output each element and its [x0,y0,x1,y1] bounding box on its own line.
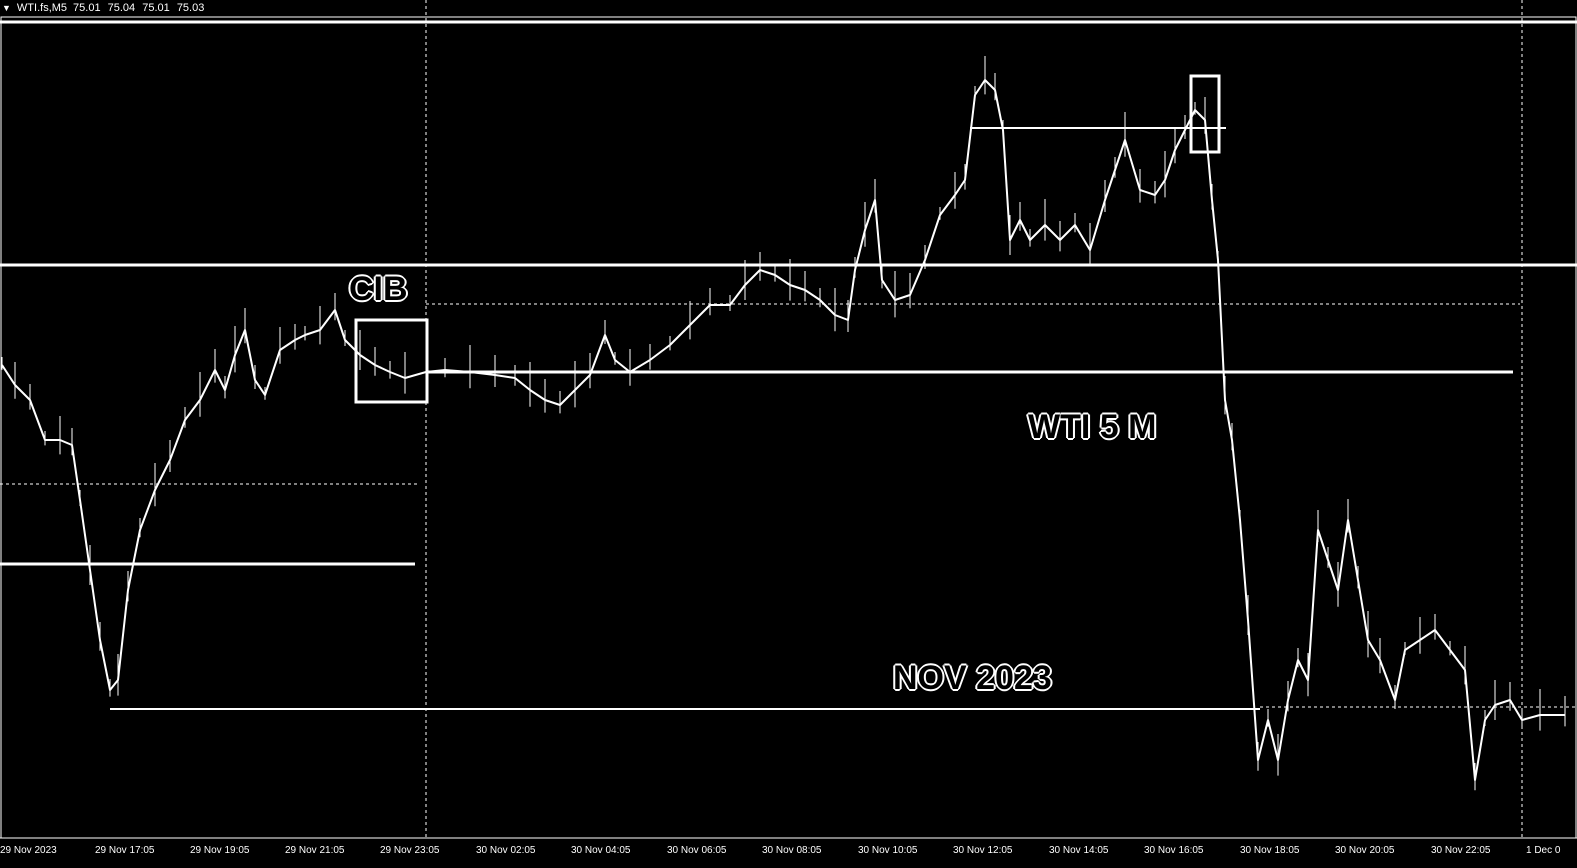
close-value: 75.03 [176,2,205,14]
annotation-nov[interactable]: NOV 2023 [893,659,1052,697]
time-tick-label: 1 Dec 0 [1526,845,1561,856]
collapse-triangle-icon[interactable]: ▼ [2,3,11,13]
symbol-label: WTI.fs,M5 [16,2,68,14]
time-tick-label: 29 Nov 19:05 [190,845,250,856]
time-tick-label: 30 Nov 22:05 [1431,845,1491,856]
time-tick-label: 29 Nov 23:05 [380,845,440,856]
time-tick-label: 30 Nov 06:05 [667,845,727,856]
time-tick-label: 30 Nov 12:05 [953,845,1013,856]
time-tick-label: 29 Nov 21:05 [285,845,345,856]
ohlc-values: 75.01 75.04 75.01 75.03 [73,1,208,15]
plot-frame [0,16,1577,839]
price-series-line[interactable] [1,79,1565,781]
open-value: 75.01 [73,2,101,14]
cib-box [354,318,429,404]
chart-header: ▼ WTI.fs,M5 75.01 75.04 75.01 75.03 [2,1,208,15]
time-tick-label: 30 Nov 04:05 [571,845,631,856]
time-tick-label: 29 Nov 17:05 [95,845,155,856]
time-tick-label: 30 Nov 20:05 [1335,845,1395,856]
top-box [1189,74,1221,154]
time-tick-label: 30 Nov 02:05 [476,845,536,856]
time-tick-label: 30 Nov 16:05 [1144,845,1204,856]
time-tick-label: 30 Nov 10:05 [858,845,918,856]
time-tick-label: 30 Nov 14:05 [1049,845,1109,856]
annotation-cib[interactable]: CIB [349,270,408,308]
high-value: 75.04 [107,2,136,14]
annotation-wti[interactable]: WTI 5 M [1028,408,1157,446]
low-value: 75.01 [142,2,170,14]
time-tick-label: 30 Nov 08:05 [762,845,822,856]
time-tick-label: 29 Nov 2023 [0,845,57,856]
time-tick-label: 30 Nov 18:05 [1240,845,1300,856]
